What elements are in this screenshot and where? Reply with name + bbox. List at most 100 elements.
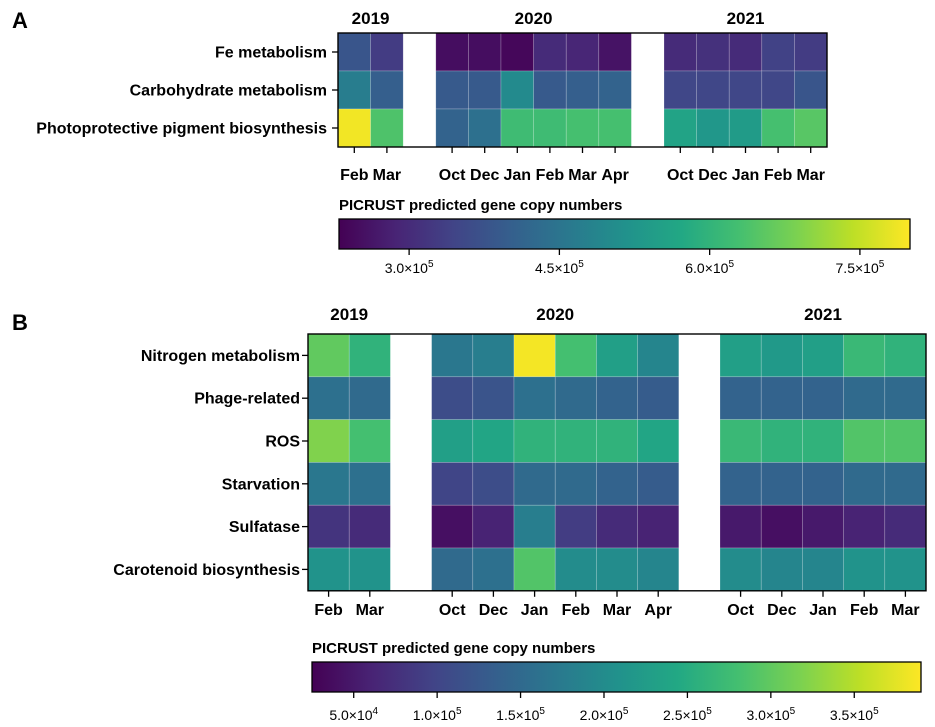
row-label-nitrogen-metabolism: Nitrogen metabolism	[141, 348, 300, 365]
heatmap-cell-carotenoid-biosynthesis-11	[760, 547, 803, 592]
heatmap-cell-sulfatase-12	[802, 504, 844, 549]
heatmap-cell-sulfatase-14	[884, 504, 927, 549]
heatmap-cell-sulfatase-1	[348, 504, 391, 549]
heatmap-cell-carbohydrate-metabolism-1	[370, 70, 404, 110]
heatmap-cell-ros-14	[884, 419, 927, 463]
column-label-mar: Mar	[356, 602, 384, 619]
heatmap-cell-starvation-6	[554, 462, 597, 506]
heatmap-cell-photoprotective-pigment-biosynthesis-4	[468, 108, 502, 148]
column-label-oct: Oct	[439, 167, 466, 184]
column-label-oct: Oct	[667, 167, 694, 184]
row-label-sulfatase: Sulfatase	[229, 519, 300, 536]
colorbar-tick-label: 1.0×105	[413, 706, 462, 723]
heatmap-cell-carbohydrate-metabolism-3	[435, 70, 469, 110]
heatmap-cell-sulfatase-5	[513, 504, 556, 549]
heatmap-cell-photoprotective-pigment-biosynthesis-12	[728, 108, 763, 148]
heatmap-cell-phage-related-3	[431, 376, 474, 420]
heatmap-cell-nitrogen-metabolism-13	[843, 333, 886, 378]
heatmap-cell-ros-5	[513, 419, 556, 463]
heatmap-cell-photoprotective-pigment-biosynthesis-0	[337, 108, 371, 148]
colorbar-panel-b: PICRUST predicted gene copy numbers 5.0×1…	[311, 640, 922, 723]
heatmap-cell-carbohydrate-metabolism-4	[468, 70, 502, 110]
heatmap-cell-carotenoid-biosynthesis-12	[802, 547, 844, 592]
heatmap-cell-photoprotective-pigment-biosynthesis-14	[794, 108, 828, 148]
heatmap-cell-carotenoid-biosynthesis-10	[719, 547, 762, 592]
heatmap-cell-ros-11	[760, 419, 803, 463]
colorbar-panel-a: PICRUST predicted gene copy numbers 3.0×1…	[338, 197, 911, 276]
heatmap-cell-sulfatase-4	[472, 504, 515, 549]
heatmap-cell-photoprotective-pigment-biosynthesis-6	[533, 108, 567, 148]
row-label-fe-metabolism: Fe metabolism	[215, 45, 327, 62]
heatmap-cell-starvation-14	[884, 462, 927, 506]
column-label-mar: Mar	[796, 167, 824, 184]
heatmap-cell-fe-metabolism-14	[794, 32, 828, 72]
heatmap-cell-carbohydrate-metabolism-11	[696, 70, 730, 110]
heatmap-cell-carotenoid-biosynthesis-7	[596, 547, 638, 592]
heatmap-cell-starvation-0	[307, 462, 350, 506]
colorbar-tick-label: 5.0×104	[329, 706, 378, 723]
year-label-2020: 2020	[536, 305, 574, 324]
column-label-jan: Jan	[809, 602, 837, 619]
row-label-ros: ROS	[265, 434, 300, 451]
heatmap-cell-carbohydrate-metabolism-5	[500, 70, 534, 110]
heatmap-cell-nitrogen-metabolism-14	[884, 333, 927, 378]
heatmap-cell-phage-related-1	[348, 376, 391, 420]
row-label-photoprotective-pigment-biosynthesis: Photoprotective pigment biosynthesis	[36, 121, 327, 138]
heatmap-cell-ros-0	[307, 419, 350, 463]
heatmap-cell-nitrogen-metabolism-1	[348, 333, 391, 378]
heatmap-cell-photoprotective-pigment-biosynthesis-13	[761, 108, 795, 148]
heatmap-cell-carotenoid-biosynthesis-0	[307, 547, 350, 592]
heatmap-cell-fe-metabolism-6	[533, 32, 567, 72]
heatmap-cell-sulfatase-7	[596, 504, 638, 549]
heatmap-cell-ros-6	[554, 419, 597, 463]
heatmap-cell-carotenoid-biosynthesis-13	[843, 547, 886, 592]
row-label-carotenoid-biosynthesis: Carotenoid biosynthesis	[113, 562, 300, 579]
row-label-carbohydrate-metabolism: Carbohydrate metabolism	[130, 83, 327, 100]
heatmap-cell-carbohydrate-metabolism-6	[533, 70, 567, 110]
heatmap-cell-fe-metabolism-4	[468, 32, 502, 72]
heatmap-cell-carbohydrate-metabolism-7	[565, 70, 600, 110]
heatmap-cell-fe-metabolism-12	[728, 32, 763, 72]
heatmap-cell-starvation-12	[802, 462, 844, 506]
column-label-mar: Mar	[568, 167, 596, 184]
row-label-starvation: Starvation	[222, 476, 300, 493]
heatmap-cell-carotenoid-biosynthesis-5	[513, 547, 556, 592]
column-label-mar: Mar	[603, 602, 631, 619]
heatmap-cell-starvation-5	[513, 462, 556, 506]
colorbar-tick-label: 4.5×105	[535, 259, 584, 276]
colorbar-tick-label: 2.0×105	[580, 706, 629, 723]
colorbar-title: PICRUST predicted gene copy numbers	[312, 640, 595, 657]
heatmap-cell-nitrogen-metabolism-3	[431, 333, 474, 378]
heatmap-cell-fe-metabolism-10	[663, 32, 697, 72]
panel-label-a: A	[12, 8, 28, 33]
heatmap-cell-starvation-1	[348, 462, 391, 506]
column-label-dec: Dec	[470, 167, 499, 184]
heatmap-cell-nitrogen-metabolism-7	[596, 333, 638, 378]
heatmap-cell-phage-related-6	[554, 376, 597, 420]
heatmap-cell-phage-related-14	[884, 376, 927, 420]
heatmap-cell-phage-related-10	[719, 376, 762, 420]
heatmap-cell-nitrogen-metabolism-6	[554, 333, 597, 378]
colorbar-title: PICRUST predicted gene copy numbers	[339, 197, 622, 214]
heatmap-cell-ros-3	[431, 419, 474, 463]
column-label-dec: Dec	[698, 167, 727, 184]
heatmap-cell-sulfatase-3	[431, 504, 474, 549]
heatmap-cell-carbohydrate-metabolism-10	[663, 70, 697, 110]
heatmap-cell-starvation-11	[760, 462, 803, 506]
colorbar-tick-label: 2.5×105	[663, 706, 712, 723]
heatmap-panel-a: Fe metabolism Carbohydrate metabolism Phot…	[36, 9, 828, 184]
column-label-mar: Mar	[891, 602, 919, 619]
heatmap-cell-phage-related-8	[637, 376, 680, 420]
column-label-oct: Oct	[439, 602, 466, 619]
heatmap-cell-nitrogen-metabolism-5	[513, 333, 556, 378]
column-label-feb: Feb	[314, 602, 343, 619]
column-label-jan: Jan	[521, 602, 549, 619]
heatmap-cell-nitrogen-metabolism-4	[472, 333, 515, 378]
heatmap-cell-carotenoid-biosynthesis-6	[554, 547, 597, 592]
heatmap-cell-fe-metabolism-8	[598, 32, 632, 72]
heatmap-cell-carotenoid-biosynthesis-8	[637, 547, 680, 592]
heatmap-cell-fe-metabolism-5	[500, 32, 534, 72]
heatmap-cell-phage-related-4	[472, 376, 515, 420]
heatmap-cell-ros-13	[843, 419, 886, 463]
colorbar-tick-label: 3.0×105	[746, 706, 795, 723]
